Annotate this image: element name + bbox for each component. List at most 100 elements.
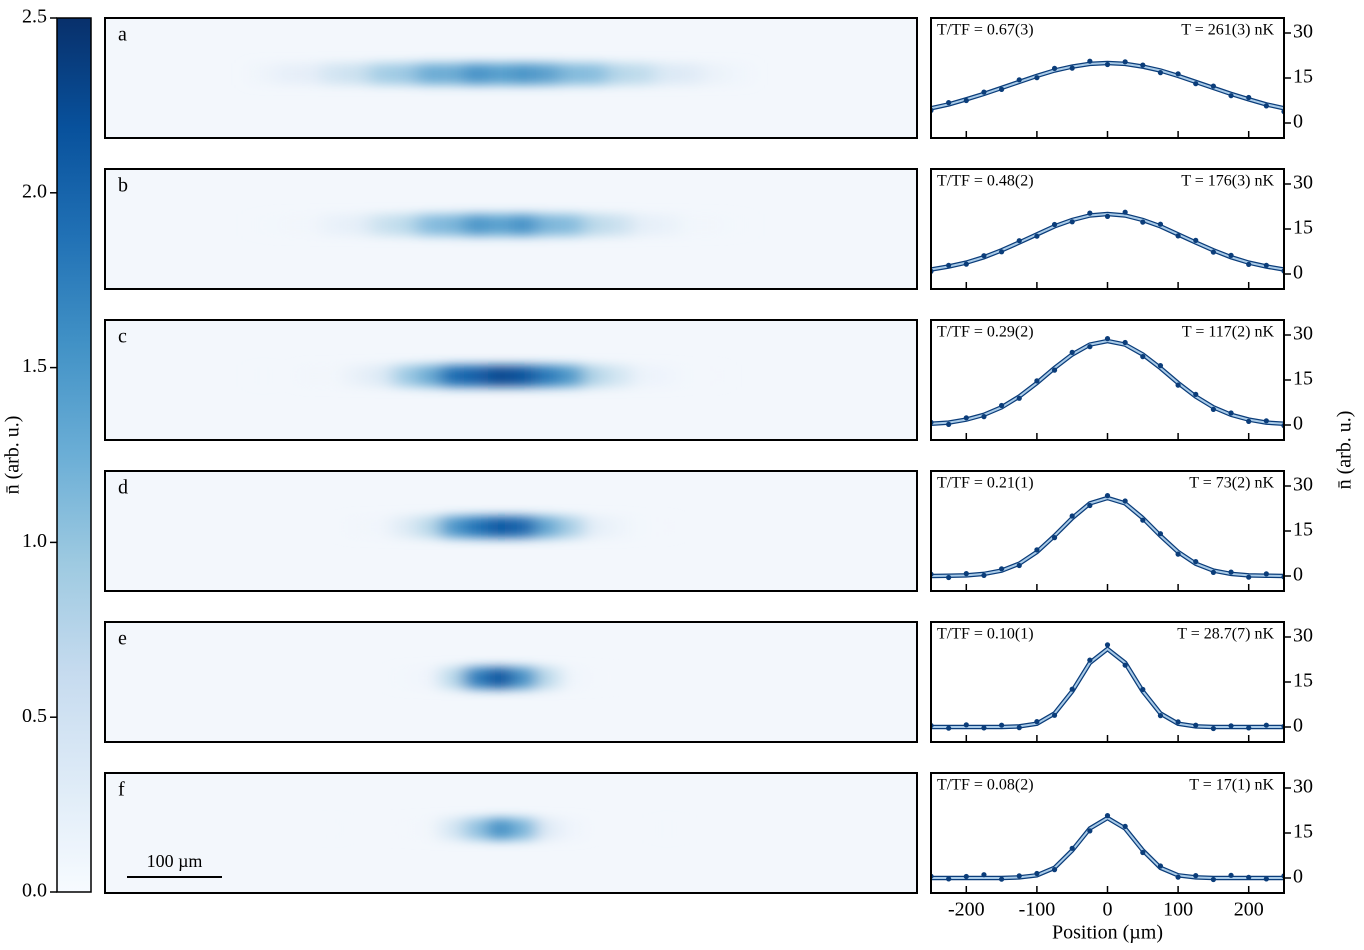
data-point: [1104, 336, 1111, 342]
image-frame: [104, 17, 918, 139]
cloud-column: [535, 818, 560, 840]
cloud-column: [298, 818, 322, 840]
data-point: [1210, 406, 1216, 412]
image-frame: [104, 319, 918, 441]
data-point: [981, 872, 987, 878]
annotation-left: T/TF = 0.29(2): [937, 324, 1034, 341]
fit-outline: [931, 211, 1284, 272]
cloud-column: [416, 214, 441, 236]
x-tick-label: 200: [1234, 899, 1264, 921]
annotation-left: T/TF = 0.48(2): [937, 173, 1034, 190]
atom-cloud: [298, 818, 679, 840]
cloud-column: [583, 63, 607, 85]
annotation-right: T = 117(2) nK: [1182, 324, 1275, 341]
data-point: [1051, 367, 1058, 373]
cloud-column: [535, 516, 560, 538]
cloud-column: [250, 214, 275, 236]
data-point: [1263, 722, 1269, 728]
cloud-column: [630, 516, 655, 538]
profile-data: [931, 336, 1284, 429]
fit-outline: [931, 495, 1284, 579]
data-point: [1140, 849, 1146, 856]
data-point: [1087, 344, 1093, 350]
y-tick-label: 15: [1293, 217, 1313, 239]
data-point: [1228, 252, 1234, 258]
cloud-column: [416, 818, 441, 840]
cloud-column: [393, 214, 417, 236]
colorbar-tick-label: 1.0: [22, 530, 47, 552]
fit-line: [931, 816, 1284, 879]
data-point: [1122, 59, 1128, 65]
y-tick-label: 30: [1293, 21, 1313, 43]
cloud-column: [369, 214, 394, 236]
panel-letter: d: [118, 477, 128, 499]
data-point: [1087, 58, 1093, 64]
cloud-column: [274, 214, 299, 236]
data-point: [1122, 209, 1128, 215]
cloud-column: [440, 516, 465, 538]
fit-outline: [931, 646, 1284, 730]
data-point: [1069, 686, 1075, 692]
data-point: [1122, 823, 1128, 830]
y-tick-label: 0: [1293, 413, 1303, 435]
data-point: [999, 876, 1005, 882]
data-point: [1087, 502, 1093, 509]
annotation-left: T/TF = 0.10(1): [937, 626, 1034, 643]
data-point: [1228, 569, 1234, 575]
y-tick-label: 30: [1293, 474, 1313, 496]
cloud-column: [298, 365, 322, 387]
cloud-column: [369, 365, 394, 387]
cloud-column: [440, 365, 465, 387]
cloud-column: [535, 365, 560, 387]
panel-letter: b: [118, 175, 128, 197]
y-tick-label: 15: [1293, 66, 1313, 88]
data-point: [1140, 62, 1146, 68]
cloud-column: [321, 818, 346, 840]
cloud-column: [701, 365, 726, 387]
data-point: [1034, 870, 1040, 877]
cloud-column: [654, 214, 679, 236]
cloud-column: [440, 667, 465, 689]
fit-outline: [931, 815, 1284, 881]
data-point: [1228, 410, 1234, 416]
data-point: [1193, 873, 1199, 879]
cloud-column: [678, 365, 702, 387]
cloud-column: [464, 818, 489, 840]
cloud-column: [559, 63, 584, 85]
x-axis-label: Position (µm): [1052, 922, 1163, 944]
fit-line: [931, 61, 1284, 110]
data-point: [1140, 686, 1146, 693]
data-point: [999, 249, 1005, 255]
cloud-column: [393, 667, 417, 689]
cloud-column: [701, 214, 726, 236]
y-tick-label: 15: [1293, 519, 1313, 541]
data-point: [1122, 339, 1128, 346]
y-tick-label: 30: [1293, 776, 1313, 798]
cloud-column: [606, 63, 631, 85]
y-tick-label: 15: [1293, 368, 1313, 390]
cloud-column: [321, 63, 346, 85]
cloud-column: [535, 63, 560, 85]
panel-letter: e: [118, 628, 127, 650]
cloud-column: [369, 818, 393, 840]
data-point: [1069, 513, 1075, 519]
data-point: [946, 574, 952, 581]
data-point: [1034, 233, 1040, 239]
data-point: [1175, 551, 1181, 557]
annotation-right: T = 73(2) nK: [1189, 475, 1274, 492]
cloud-column: [511, 365, 536, 387]
cloud-column: [298, 516, 322, 538]
profile-data: [931, 209, 1284, 274]
data-point: [946, 262, 952, 268]
x-tick-label: -200: [948, 899, 985, 921]
data-point: [1175, 71, 1181, 77]
x-tick-label: 100: [1163, 899, 1193, 921]
y-tick-label: 0: [1293, 866, 1303, 888]
data-point: [1051, 535, 1058, 541]
atom-cloud: [298, 516, 679, 538]
image-frame: [104, 470, 918, 592]
cloud-column: [298, 214, 322, 236]
data-point: [1157, 221, 1164, 227]
data-point: [1246, 874, 1252, 881]
